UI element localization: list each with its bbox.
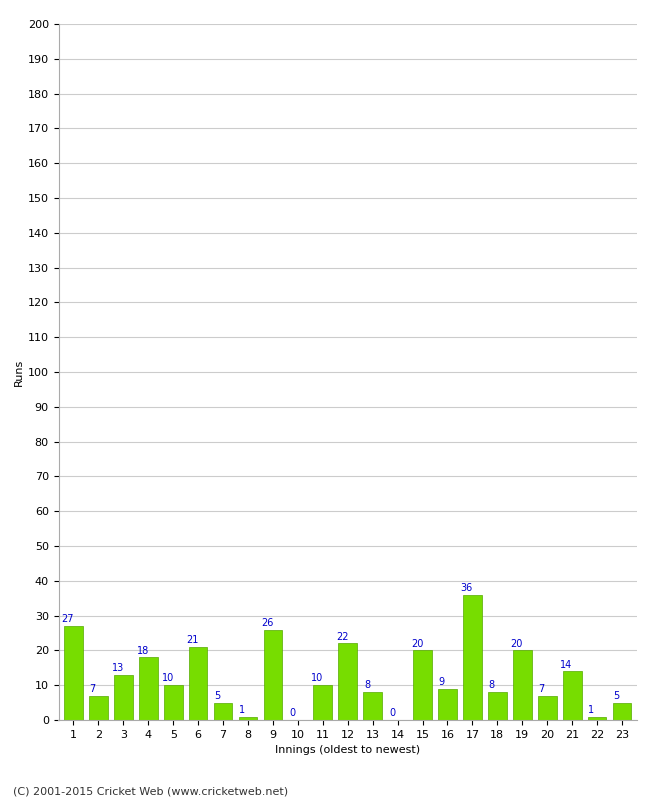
- Text: 22: 22: [336, 632, 348, 642]
- Text: 9: 9: [439, 677, 445, 687]
- Text: 8: 8: [489, 681, 495, 690]
- Bar: [363, 692, 382, 720]
- Text: 10: 10: [161, 674, 174, 683]
- X-axis label: Innings (oldest to newest): Innings (oldest to newest): [275, 746, 421, 755]
- Text: 5: 5: [214, 691, 220, 701]
- Bar: [214, 702, 233, 720]
- Bar: [313, 685, 332, 720]
- Text: 14: 14: [560, 659, 573, 670]
- Text: 20: 20: [510, 638, 523, 649]
- Bar: [613, 702, 631, 720]
- Text: 5: 5: [614, 691, 619, 701]
- Text: 8: 8: [364, 681, 370, 690]
- Text: 0: 0: [289, 708, 295, 718]
- Text: 21: 21: [187, 635, 199, 645]
- Bar: [538, 696, 556, 720]
- Text: 1: 1: [588, 705, 595, 714]
- Bar: [114, 674, 133, 720]
- Text: 7: 7: [90, 684, 96, 694]
- Text: 0: 0: [389, 708, 395, 718]
- Text: 26: 26: [261, 618, 274, 628]
- Text: 10: 10: [311, 674, 323, 683]
- Y-axis label: Runs: Runs: [14, 358, 23, 386]
- Bar: [488, 692, 507, 720]
- Bar: [188, 647, 207, 720]
- Text: 27: 27: [62, 614, 74, 624]
- Text: 36: 36: [461, 583, 473, 593]
- Bar: [588, 717, 606, 720]
- Bar: [463, 594, 482, 720]
- Bar: [89, 696, 108, 720]
- Bar: [139, 658, 157, 720]
- Text: (C) 2001-2015 Cricket Web (www.cricketweb.net): (C) 2001-2015 Cricket Web (www.cricketwe…: [13, 786, 288, 796]
- Bar: [239, 717, 257, 720]
- Bar: [563, 671, 582, 720]
- Bar: [438, 689, 457, 720]
- Bar: [64, 626, 83, 720]
- Text: 18: 18: [136, 646, 149, 656]
- Bar: [339, 643, 357, 720]
- Text: 7: 7: [538, 684, 545, 694]
- Text: 20: 20: [411, 638, 423, 649]
- Bar: [264, 630, 282, 720]
- Bar: [164, 685, 183, 720]
- Text: 1: 1: [239, 705, 246, 714]
- Text: 13: 13: [112, 663, 124, 673]
- Bar: [513, 650, 532, 720]
- Bar: [413, 650, 432, 720]
